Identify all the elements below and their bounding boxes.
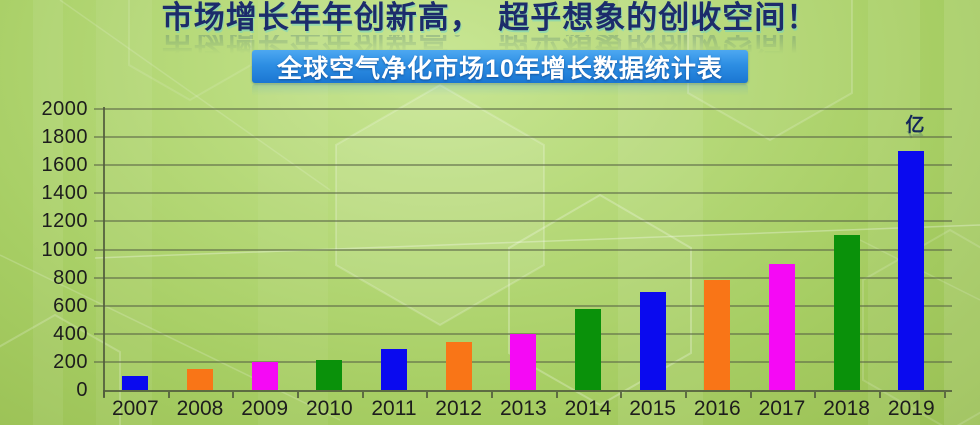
page-title: 市场增长年年创新高， 超乎想象的创收空间！ — [161, 0, 819, 35]
y-axis-label: 1200 — [41, 210, 88, 233]
gridline — [94, 136, 952, 139]
x-axis-tick — [878, 392, 881, 398]
gridline — [94, 276, 952, 279]
x-axis-label: 2008 — [176, 397, 224, 420]
x-axis-label: 2012 — [435, 397, 482, 420]
bar-2019 — [898, 151, 925, 390]
bar-2018 — [833, 235, 860, 390]
header: 市场增长年年创新高， 超乎想象的创收空间！ 市场增长年年创新高， 超乎想象的创收… — [0, 0, 980, 57]
gridline — [94, 164, 952, 167]
x-axis-label: 2014 — [564, 397, 612, 420]
x-axis-label: 2018 — [823, 397, 870, 420]
chart-title: 全球空气净化市场10年增长数据统计表 — [277, 54, 723, 83]
x-axis-tick — [943, 392, 946, 398]
x-axis-tick — [296, 392, 299, 398]
x-axis-tick — [103, 392, 105, 398]
x-axis-label: 2011 — [371, 397, 417, 420]
y-axis-label: 800 — [53, 266, 88, 289]
x-axis-label: 2017 — [758, 397, 806, 420]
gridline — [94, 248, 952, 251]
bar-2009 — [251, 361, 278, 390]
gridline — [94, 108, 952, 110]
x-axis-tick — [555, 392, 558, 398]
y-axis — [103, 107, 105, 397]
x-axis-tick — [814, 392, 817, 398]
x-axis-tick — [361, 392, 364, 398]
x-axis-label: 2010 — [305, 397, 353, 420]
x-axis-label: 2015 — [629, 397, 676, 420]
y-axis-label: 1000 — [41, 238, 88, 261]
y-axis-label: 200 — [53, 350, 88, 373]
chart-title-banner: 全球空气净化市场10年增长数据统计表 — [252, 50, 748, 83]
x-axis-label: 2016 — [693, 397, 741, 420]
x-axis-label: 2019 — [887, 397, 935, 420]
y-axis-label: 0 — [76, 379, 88, 401]
gridline — [94, 304, 952, 307]
x-axis-tick — [426, 392, 429, 398]
x-axis-tick — [167, 392, 170, 398]
bar-2007 — [122, 375, 149, 390]
bar-2017 — [768, 263, 795, 390]
x-axis-tick — [749, 392, 752, 398]
gridline — [94, 192, 952, 195]
x-axis-tick — [232, 392, 235, 398]
x-axis-tick — [620, 392, 623, 398]
bar-2011 — [380, 349, 407, 390]
x-axis-tick — [684, 392, 687, 398]
bar-2008 — [186, 368, 213, 390]
bar-2012 — [445, 342, 472, 390]
y-axis-label: 2000 — [41, 98, 88, 120]
x-axis-tick — [490, 392, 493, 398]
unit-label: 亿 — [905, 115, 925, 136]
bar-2015 — [639, 291, 666, 390]
gridline — [94, 220, 952, 223]
y-axis-label: 1600 — [41, 154, 88, 177]
bar-2010 — [316, 360, 343, 390]
y-axis-label: 400 — [53, 322, 88, 345]
bar-2013 — [510, 333, 537, 390]
y-axis-label: 600 — [53, 294, 88, 317]
x-axis-label: 2007 — [111, 397, 159, 420]
x-axis-label: 2009 — [241, 397, 288, 420]
bar-2016 — [704, 280, 731, 390]
y-axis-label: 1400 — [41, 182, 88, 205]
bar-2014 — [574, 308, 601, 390]
y-axis-label: 1800 — [41, 126, 88, 149]
x-axis-label: 2013 — [499, 397, 547, 420]
x-axis — [103, 390, 952, 392]
